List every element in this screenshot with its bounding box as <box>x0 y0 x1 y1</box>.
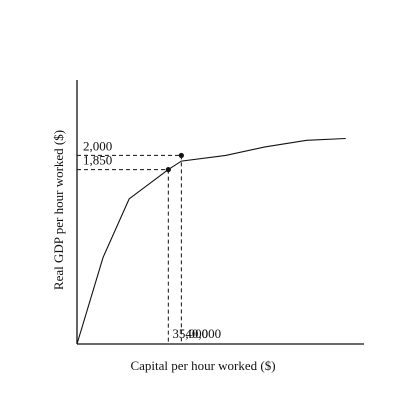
x-axis-label: Capital per hour worked ($) <box>130 358 275 373</box>
y-axis-label: Real GDP per hour worked ($) <box>51 130 66 290</box>
highlight-point-2 <box>178 152 184 159</box>
value-labels: 1,850 35,000 2,000 40,000 <box>83 138 221 341</box>
series-line <box>76 137 346 345</box>
x-value-label-1: 35,000 <box>172 326 208 341</box>
y-value-label-2: 2,000 <box>83 138 112 153</box>
highlight-point-1 <box>165 166 171 173</box>
dashed-guides <box>77 154 182 344</box>
x-value-label-2: 40,000 <box>185 326 221 341</box>
y-value-label-1: 1,850 <box>83 153 112 168</box>
highlighted-points <box>165 152 184 173</box>
